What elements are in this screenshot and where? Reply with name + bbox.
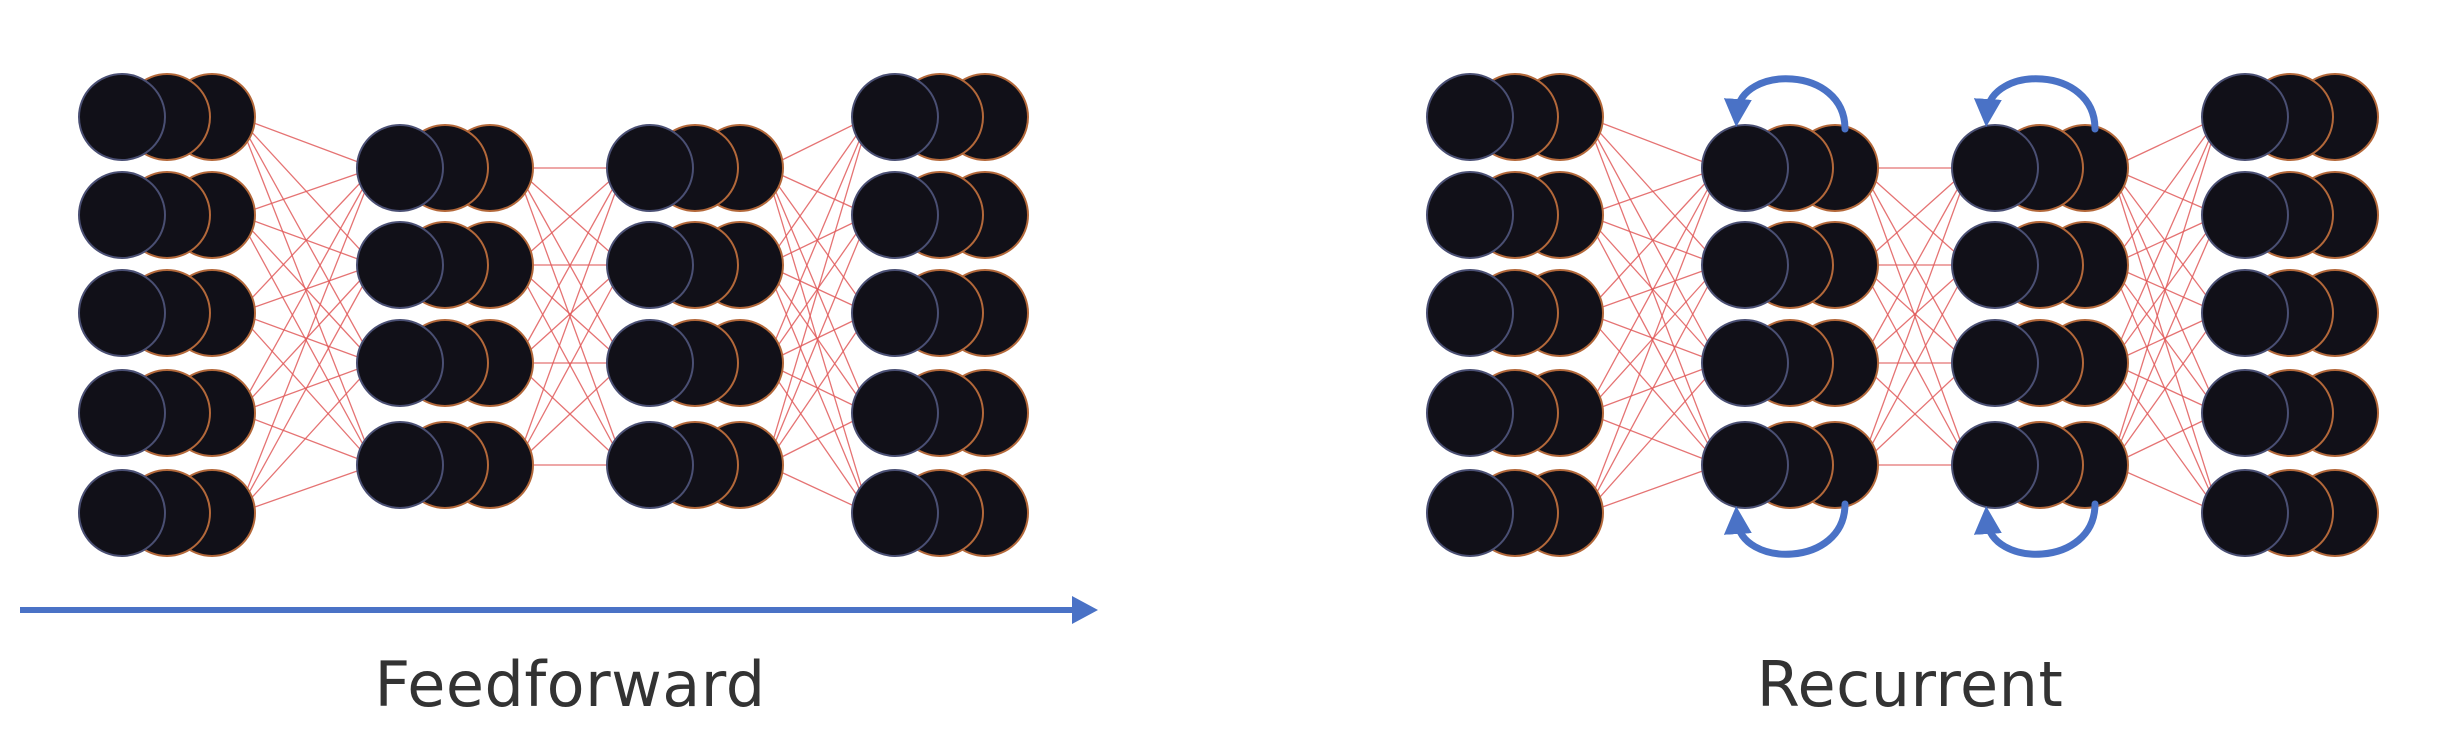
neuron (1951, 421, 2039, 509)
recurrent-loop-arrow-top (1723, 75, 1849, 133)
neuron (1951, 124, 2039, 212)
connection-line (1585, 362, 1720, 514)
connection-line (765, 312, 870, 466)
recurrent-neurons (1426, 73, 2379, 557)
connection-line (237, 312, 375, 364)
neuron (851, 469, 939, 557)
neuron (78, 171, 166, 259)
connection-line (2110, 116, 2220, 466)
connection-line (1585, 264, 1720, 314)
neuron (606, 221, 694, 309)
connection-line (1585, 464, 1720, 514)
connection-line (765, 362, 870, 514)
connection-line (237, 264, 375, 314)
neuron (1426, 171, 1514, 259)
neuron (2201, 73, 2289, 161)
feedforward-neurons (78, 73, 1029, 557)
connection-line (1585, 167, 1720, 414)
connection-line (237, 412, 375, 466)
neuron (356, 319, 444, 407)
neuron (1951, 221, 2039, 309)
connection-line (515, 167, 625, 364)
connection-line (2110, 116, 2220, 364)
connection-line (765, 214, 870, 466)
connection-line (237, 167, 375, 314)
connection-line (2110, 312, 2220, 364)
neuron (851, 369, 939, 457)
connection-line (1585, 167, 1720, 216)
connection-line (237, 167, 375, 216)
connection-line (237, 116, 375, 169)
neuron (1426, 269, 1514, 357)
connection-line (1585, 312, 1720, 364)
neuron (356, 124, 444, 212)
recurrent-caption: Recurrent (1756, 648, 2064, 721)
connection-line (237, 362, 375, 514)
connection-line (1585, 167, 1720, 314)
connection-line (2110, 116, 2220, 266)
recurrent-loop-arrows (1723, 75, 2099, 558)
neuron (851, 73, 939, 161)
neuron (1701, 221, 1789, 309)
connection-line (765, 116, 870, 466)
connection-line (1585, 264, 1720, 514)
connection-line (1585, 116, 1720, 169)
neuron (78, 369, 166, 457)
neuron (2201, 369, 2289, 457)
connection-line (515, 167, 625, 266)
connection-line (1585, 167, 1720, 514)
neuron (78, 469, 166, 557)
neuron (851, 269, 939, 357)
recurrent-loop-arrow-bottom (1723, 500, 1849, 558)
connection-line (515, 362, 625, 466)
neuron (1426, 469, 1514, 557)
neuron (1701, 421, 1789, 509)
connection-line (2110, 362, 2220, 514)
neuron (2201, 269, 2289, 357)
connection-line (765, 116, 870, 364)
neuron (78, 73, 166, 161)
neuron (2201, 171, 2289, 259)
neuron (1426, 73, 1514, 161)
connection-line (1860, 264, 1970, 364)
neuron (356, 221, 444, 309)
connection-line (237, 464, 375, 514)
recurrent-loop-arrow-top (1973, 75, 2099, 133)
connection-line (237, 264, 375, 514)
connection-line (765, 116, 870, 266)
connection-line (1860, 167, 1970, 266)
neuron (78, 269, 166, 357)
neuron (1701, 319, 1789, 407)
neuron (606, 319, 694, 407)
neuron (851, 171, 939, 259)
neuron (2201, 469, 2289, 557)
neuron (606, 421, 694, 509)
neuron (606, 124, 694, 212)
connection-line (237, 167, 375, 514)
connection-line (2110, 412, 2220, 466)
neuron (1701, 124, 1789, 212)
neuron (1426, 369, 1514, 457)
feedforward-network (78, 73, 1029, 557)
connection-line (1860, 264, 1970, 466)
recurrent-loop-arrow-bottom (1973, 500, 2099, 558)
connection-line (1860, 167, 1970, 466)
feedforward-arrowhead (1072, 596, 1098, 624)
feedforward-caption: Feedforward (374, 648, 766, 721)
connection-line (2110, 214, 2220, 466)
connection-line (515, 167, 625, 466)
connection-line (2110, 464, 2220, 514)
connection-line (2110, 116, 2220, 169)
connection-line (515, 264, 625, 466)
connection-line (515, 264, 625, 364)
neuron (356, 421, 444, 509)
connection-line (1860, 167, 1970, 364)
connection-line (1860, 362, 1970, 466)
connection-line (1585, 412, 1720, 466)
recurrent-network (1426, 73, 2379, 558)
connection-line (237, 167, 375, 414)
connection-line (2110, 312, 2220, 466)
neuron (1951, 319, 2039, 407)
